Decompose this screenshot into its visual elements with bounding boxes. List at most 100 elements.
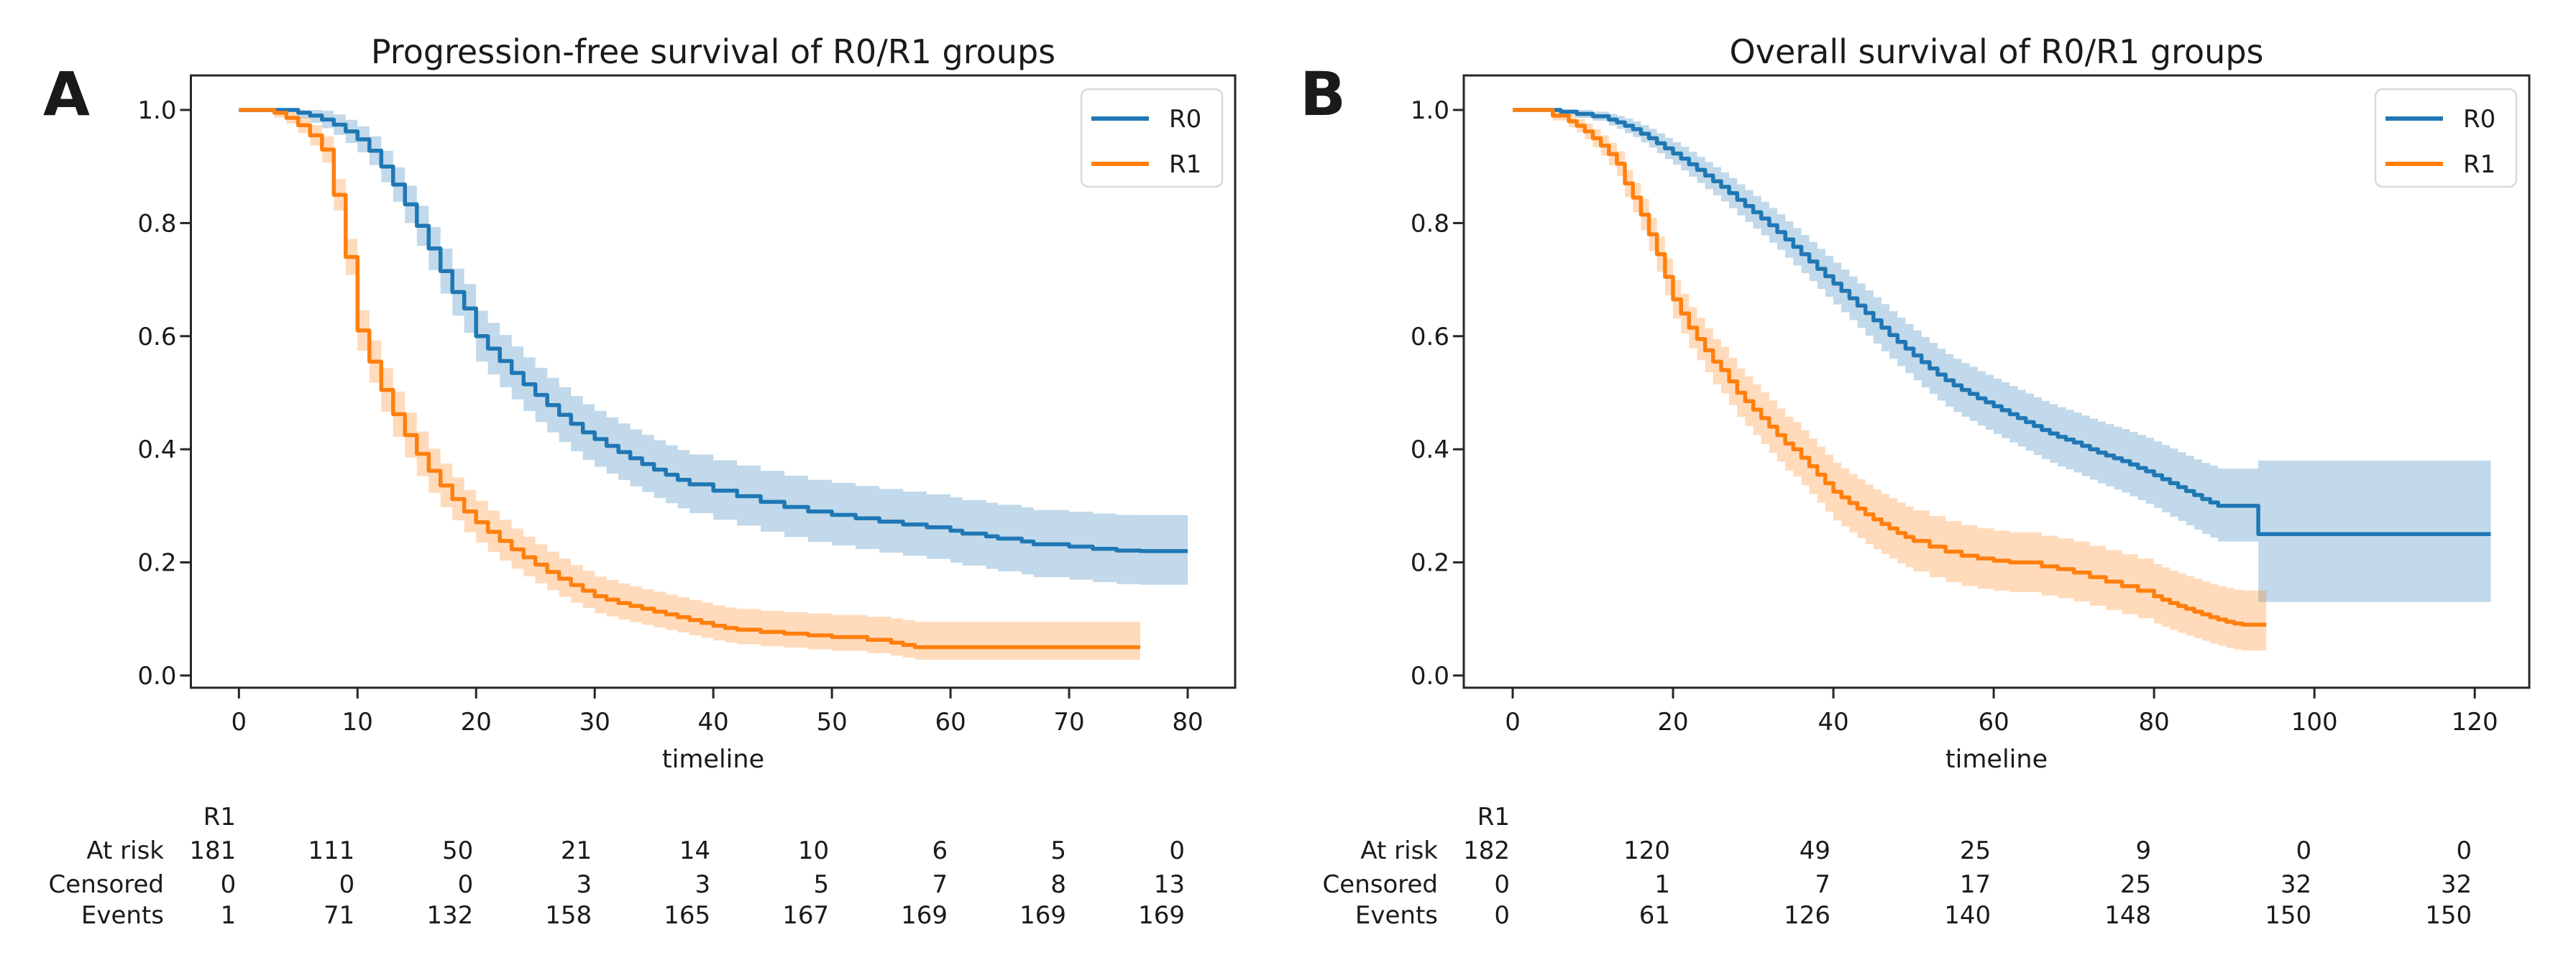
panel-a-legend: R0 R1: [1080, 88, 1224, 188]
risk-value: 8: [1050, 870, 1066, 899]
panel-a-plot-frame: [190, 74, 1237, 689]
risk-value: 181: [189, 836, 236, 865]
risk-value: 169: [1138, 901, 1185, 930]
panel-a-risk-values: 181 111 50 21 14 10 6 5 00 0 0 3 3 5 7 8 131 71 132 158 165 1…: [189, 836, 1185, 930]
panel-b-risk-row-label-at-risk: At risk: [1360, 836, 1438, 865]
risk-value: 5: [813, 870, 829, 899]
risk-value: 169: [901, 901, 948, 930]
risk-value: 50: [442, 836, 473, 865]
x-tick-label: 80: [2138, 708, 2169, 737]
risk-value: 25: [1960, 836, 1991, 865]
risk-value: 10: [798, 836, 829, 865]
risk-value: 17: [1960, 870, 1991, 899]
x-tick-label: 30: [579, 708, 610, 737]
risk-value: 0: [458, 870, 474, 899]
survival-curve-r1: [1513, 108, 2267, 627]
panel-b-plot-frame: [1462, 74, 2531, 689]
confidence-band-r0: [1513, 110, 2491, 602]
y-tick-label: 0.4: [1411, 435, 1449, 464]
risk-value: 0: [2296, 836, 2312, 865]
risk-value: 120: [1623, 836, 1670, 865]
survival-curve-r0: [239, 108, 1188, 553]
risk-value: 21: [561, 836, 592, 865]
x-tick-label: 100: [2291, 708, 2338, 737]
y-tick-label: 0.2: [137, 549, 176, 578]
y-tick-label: 1.0: [137, 96, 176, 125]
y-tick-label: 0.4: [137, 435, 176, 464]
panel-a-legend-label-r0: R0: [1169, 105, 1201, 134]
panel-b: B Overall survival of R0/R1 groups 0 20 40…: [1300, 32, 2531, 930]
risk-value: 25: [2120, 870, 2151, 899]
panel-a-risk-group-label: R1: [203, 803, 236, 831]
x-tick-label: 60: [935, 708, 966, 737]
x-tick-label: 60: [1978, 708, 2009, 737]
survival-curve-r1: [239, 108, 1140, 650]
panel-a-legend-label-r1: R1: [1169, 150, 1201, 179]
risk-value: 0: [339, 870, 355, 899]
risk-value: 132: [426, 901, 473, 930]
risk-value: 71: [324, 901, 354, 930]
panel-a-risk-row-label-events: Events: [81, 901, 164, 930]
panel-b-risk-values: 182 120 49 25 9 0 00 1 7 17 25 32 320 61 126 140 148 150 1…: [1463, 836, 2472, 930]
panel-b-letter: B: [1300, 59, 1346, 129]
risk-value: 111: [308, 836, 354, 865]
risk-value: 1: [221, 901, 237, 930]
panel-b-title: Overall survival of R0/R1 groups: [1730, 32, 2264, 71]
y-tick-label: 0.6: [137, 323, 176, 351]
risk-value: 32: [2281, 870, 2311, 899]
risk-value: 150: [2265, 901, 2311, 930]
panel-b-risk-row-label-events: Events: [1355, 901, 1438, 930]
confidence-band-r1: [1513, 110, 2267, 651]
panel-b-legend-label-r1: R1: [2463, 150, 2495, 179]
x-tick-label: 20: [1657, 708, 1688, 737]
risk-value: 32: [2441, 870, 2472, 899]
x-tick-label: 70: [1053, 708, 1084, 737]
risk-value: 165: [664, 901, 710, 930]
y-tick-label: 1.0: [1411, 96, 1449, 125]
panel-b-legend-label-r0: R0: [2463, 105, 2495, 134]
risk-value: 14: [679, 836, 710, 865]
panel-a-xaxis-label: timeline: [662, 745, 764, 774]
risk-value: 140: [1944, 901, 1991, 930]
panel-a-letter: A: [43, 59, 90, 129]
risk-value: 61: [1639, 901, 1670, 930]
risk-value: 167: [782, 901, 829, 930]
risk-value: 148: [2104, 901, 2151, 930]
panel-a-risk-row-label-censored: Censored: [49, 870, 164, 899]
y-tick-label: 0.0: [137, 662, 176, 691]
risk-value: 3: [695, 870, 711, 899]
panel-b-legend: R0 R1: [2374, 88, 2518, 188]
risk-value: 0: [1169, 836, 1185, 865]
risk-value: 7: [1815, 870, 1830, 899]
x-tick-label: 0: [1505, 708, 1521, 737]
risk-value: 7: [932, 870, 948, 899]
x-tick-label: 80: [1172, 708, 1203, 737]
panel-a: A Progression-free survival of R0/R1 gro…: [43, 32, 1237, 930]
panel-b-xaxis-label: timeline: [1945, 745, 2048, 774]
x-tick-label: 120: [2452, 708, 2498, 737]
x-tick-label: 50: [816, 708, 847, 737]
x-tick-label: 20: [461, 708, 492, 737]
risk-value: 1: [1654, 870, 1670, 899]
risk-value: 5: [1050, 836, 1066, 865]
risk-value: 182: [1463, 836, 1510, 865]
risk-value: 6: [932, 836, 948, 865]
risk-value: 126: [1784, 901, 1830, 930]
x-tick-label: 10: [342, 708, 373, 737]
risk-value: 150: [2425, 901, 2472, 930]
y-tick-label: 0.0: [1411, 662, 1449, 691]
risk-value: 0: [2457, 836, 2472, 865]
panel-b-risk-table: R1 At risk Censored Events 182 120 49 25 9 0 0…: [1323, 803, 2472, 930]
y-tick-label: 0.6: [1411, 323, 1449, 351]
panel-a-risk-row-label-at-risk: At risk: [86, 836, 164, 865]
risk-value: 169: [1019, 901, 1066, 930]
panel-a-plot-dynamic: 0 10 20 30 40 50 60 70 80 0.0 0.2 0.4 0.6 0.8 1.0: [137, 96, 1203, 737]
x-tick-label: 40: [1818, 708, 1848, 737]
panel-b-risk-row-label-censored: Censored: [1323, 870, 1438, 899]
y-tick-label: 0.8: [1411, 209, 1449, 238]
risk-value: 13: [1154, 870, 1185, 899]
y-tick-label: 0.8: [137, 209, 176, 238]
survival-curve-r0: [1513, 108, 2491, 537]
